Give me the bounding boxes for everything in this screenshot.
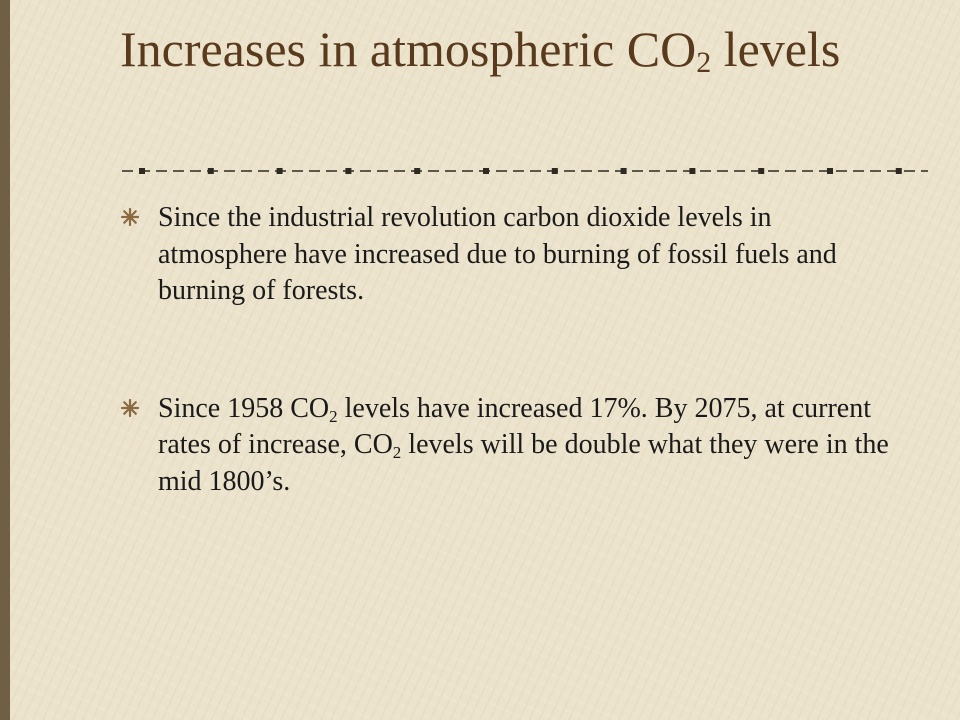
divider-marker [895, 168, 902, 174]
bullet-text: Since the industrial revolution carbon d… [158, 202, 837, 306]
divider-marker [620, 168, 627, 174]
divider-marker [483, 168, 489, 174]
divider-marker [551, 168, 558, 174]
title-divider-line [122, 168, 928, 174]
divider-marker [276, 168, 283, 174]
divider-marker [689, 168, 696, 174]
left-accent-strip [0, 0, 10, 720]
divider-marker [345, 168, 352, 174]
bullet-text: Since 1958 CO2 levels have increased 17%… [158, 392, 889, 497]
asterisk-bullet-icon [120, 207, 140, 227]
divider-marker [139, 168, 145, 174]
divider-marker [414, 168, 421, 174]
bullet-item-co2-increase: Since 1958 CO2 levels have increased 17%… [120, 391, 900, 501]
divider-marker [207, 168, 214, 174]
divider-marker [758, 168, 765, 174]
bullet-list: Since the industrial revolution carbon d… [120, 200, 900, 500]
divider-marker [827, 168, 833, 174]
asterisk-bullet-icon [120, 398, 140, 417]
bullet-item-industrial-revolution: Since the industrial revolution carbon d… [120, 200, 900, 310]
slide-title: Increases in atmospheric CO2 levels [120, 21, 841, 79]
